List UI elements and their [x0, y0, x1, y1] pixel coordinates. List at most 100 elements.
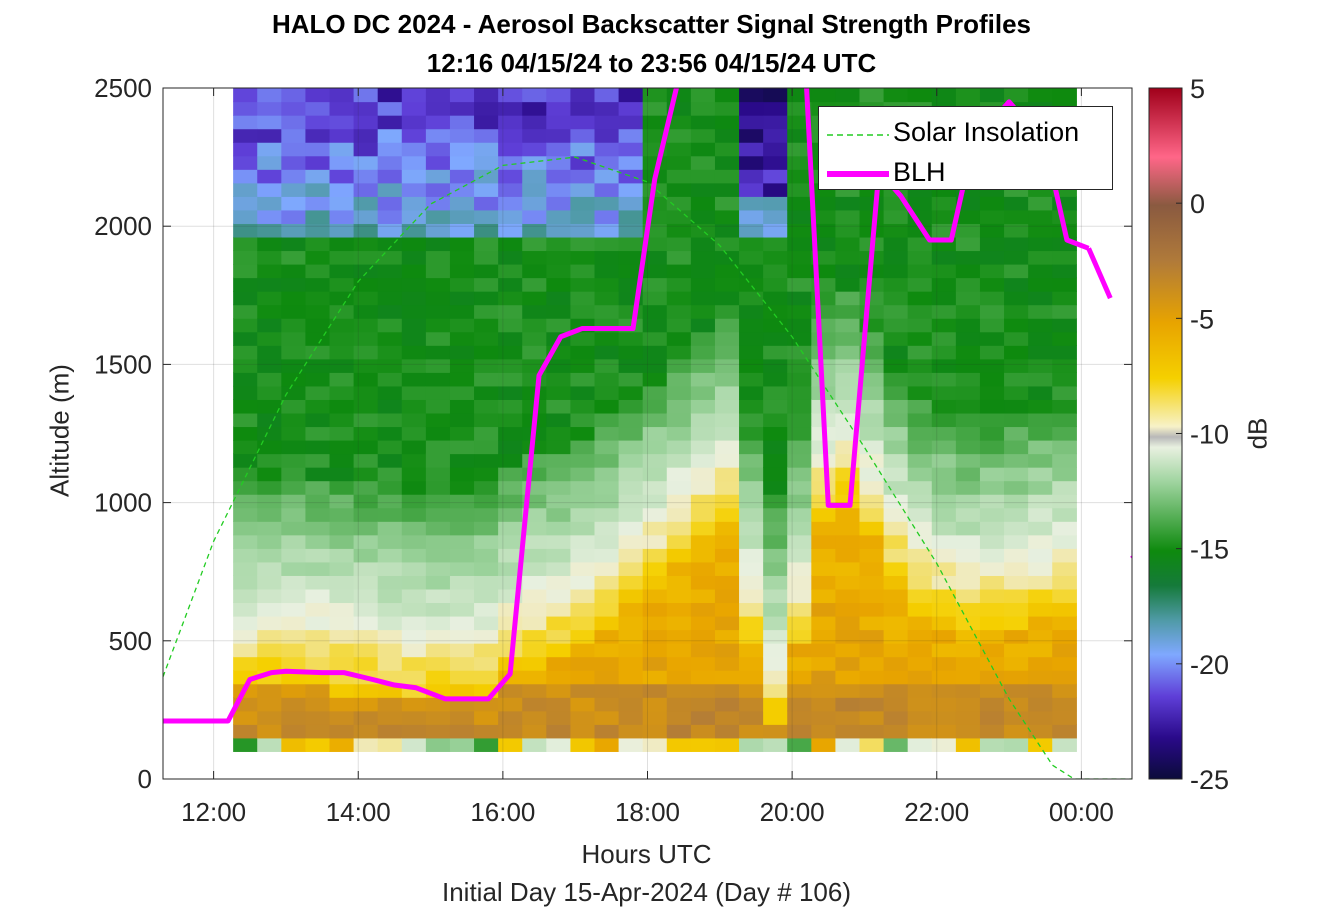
heatmap-cell	[546, 453, 572, 468]
heatmap-cell	[594, 358, 620, 373]
heatmap-cell	[618, 304, 644, 319]
heatmap-cell	[907, 534, 933, 549]
heatmap-cell	[931, 277, 957, 292]
legend-label-solar: Solar Insolation	[893, 117, 1080, 147]
heatmap-cell	[907, 426, 933, 441]
heatmap-cell	[787, 656, 812, 671]
heatmap-cell	[859, 372, 885, 387]
heatmap-cell	[955, 737, 981, 752]
heatmap-cell	[739, 534, 764, 549]
heatmap-cell	[763, 155, 788, 170]
heatmap-cell	[401, 88, 427, 103]
heatmap-cell	[811, 683, 837, 698]
heatmap-cell	[1052, 318, 1077, 333]
heatmap-cell	[1028, 629, 1053, 644]
heatmap-cell	[257, 453, 282, 468]
heatmap-cell	[401, 358, 427, 373]
heatmap-cell	[257, 507, 282, 522]
heatmap-cell	[955, 439, 981, 455]
heatmap-cell	[955, 372, 981, 387]
heatmap-cell	[305, 236, 331, 252]
heatmap-cell	[618, 196, 644, 211]
heatmap-cell	[377, 426, 403, 441]
heatmap-cell	[570, 656, 596, 671]
heatmap-cell	[257, 548, 282, 563]
heatmap-cell	[618, 737, 644, 752]
heatmap-cell	[955, 670, 981, 685]
heatmap-cell	[642, 128, 668, 143]
heatmap-cell	[690, 494, 716, 509]
heatmap-cell	[329, 548, 355, 563]
legend-item-solar: Solar Insolation	[819, 113, 1112, 153]
heatmap-cell	[714, 345, 740, 360]
heatmap-cell	[449, 291, 475, 306]
heatmap-cell	[305, 412, 331, 428]
heatmap-cell	[305, 439, 331, 455]
heatmap-cell	[401, 453, 427, 468]
heatmap-cell	[377, 399, 403, 414]
heatmap-cell	[1052, 439, 1077, 455]
heatmap-cell	[642, 358, 668, 373]
heatmap-cell	[1028, 196, 1053, 211]
heatmap-cell	[353, 548, 379, 563]
heatmap-cell	[763, 507, 788, 522]
heatmap-cell	[787, 534, 812, 549]
heatmap-cell	[449, 412, 475, 428]
y-tick-label: 2500	[94, 73, 152, 103]
heatmap-cell	[257, 223, 282, 238]
heatmap-cell	[739, 724, 764, 739]
heatmap-cell	[377, 291, 403, 306]
heatmap-cell	[281, 534, 307, 549]
heatmap-cell	[811, 575, 837, 590]
heatmap-cell	[1028, 548, 1053, 563]
heatmap-cell	[618, 561, 644, 576]
heatmap-cell	[690, 683, 716, 698]
heatmap-cell	[546, 223, 572, 238]
heatmap-cell	[835, 670, 861, 685]
heatmap-cell	[449, 521, 475, 536]
heatmap-cell	[883, 345, 909, 360]
heatmap-cell	[907, 521, 933, 536]
heatmap-cell	[353, 724, 379, 739]
heatmap-cell	[522, 115, 547, 130]
heatmap-cell	[907, 318, 933, 333]
heatmap-cell	[1028, 291, 1053, 306]
heatmap-cell	[690, 155, 716, 170]
heatmap-cell	[425, 196, 451, 211]
heatmap-cell	[787, 209, 812, 224]
heatmap-cell	[835, 467, 861, 482]
heatmap-cell	[522, 548, 547, 563]
heatmap-cell	[955, 453, 981, 468]
heatmap-cell	[1028, 331, 1053, 346]
heatmap-cell	[618, 453, 644, 468]
heatmap-cell	[739, 291, 764, 306]
heatmap-cell	[474, 385, 499, 400]
heatmap-cell	[546, 196, 572, 211]
heatmap-cell	[353, 737, 379, 752]
heatmap-cell	[883, 737, 909, 752]
heatmap-cell	[257, 534, 282, 549]
heatmap-cell	[353, 128, 379, 143]
heatmap-cell	[498, 426, 523, 441]
heatmap-cell	[931, 710, 957, 725]
heatmap-cell	[739, 602, 764, 617]
heatmap-cell	[329, 277, 355, 292]
heatmap-cell	[955, 548, 981, 563]
heatmap-cell	[1052, 683, 1077, 698]
heatmap-cell	[931, 602, 957, 617]
heatmap-cell	[594, 656, 620, 671]
heatmap-cell	[546, 426, 572, 441]
heatmap-cell	[714, 426, 740, 441]
heatmap-cell	[739, 737, 764, 752]
heatmap-cell	[859, 439, 885, 455]
heatmap-cell	[955, 304, 981, 319]
heatmap-cell	[522, 534, 547, 549]
heatmap-cell	[859, 575, 885, 590]
heatmap-cell	[474, 426, 499, 441]
heatmap-cell	[931, 561, 957, 576]
heatmap-cell	[498, 291, 523, 306]
heatmap-cell	[666, 710, 692, 725]
heatmap-cell	[329, 643, 355, 658]
heatmap-cell	[425, 155, 451, 170]
heatmap-cell	[883, 724, 909, 739]
